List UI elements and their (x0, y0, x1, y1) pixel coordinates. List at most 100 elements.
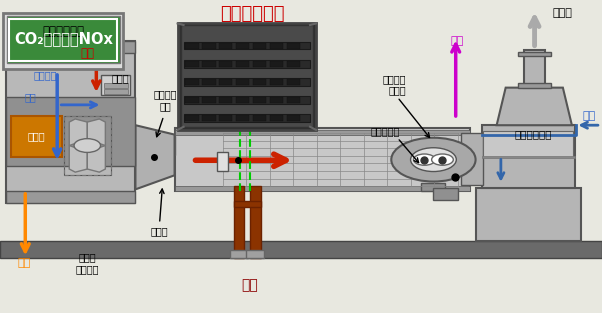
Bar (270, 61, 283, 67)
Bar (287, 79, 300, 85)
Bar (184, 78, 310, 86)
Bar (185, 43, 199, 49)
Text: ガスタービン: ガスタービン (42, 25, 84, 38)
Bar (270, 43, 283, 49)
Text: 給水: 給水 (583, 111, 596, 121)
Bar (202, 97, 216, 103)
Bar (287, 97, 300, 103)
Bar (236, 61, 249, 67)
Polygon shape (69, 146, 87, 172)
Bar (202, 43, 216, 49)
Bar (184, 96, 310, 104)
Bar (287, 115, 300, 121)
Bar (178, 23, 316, 130)
Bar (246, 250, 264, 258)
Bar (219, 43, 232, 49)
Text: 圧縮空気: 圧縮空気 (33, 70, 57, 80)
Bar (518, 83, 551, 88)
Bar (250, 186, 261, 258)
Bar (0, 241, 602, 258)
Text: 燃焼器: 燃焼器 (111, 73, 129, 83)
Bar (236, 79, 249, 85)
Bar (482, 125, 575, 188)
Bar (104, 83, 128, 88)
Text: 蔭気: 蔭気 (451, 36, 464, 46)
Bar (185, 61, 199, 67)
Bar (483, 131, 573, 156)
Text: 圧縮機
タービン: 圧縮機 タービン (75, 252, 99, 274)
Bar (236, 97, 249, 103)
Text: エア: エア (24, 92, 36, 102)
Bar (482, 156, 575, 158)
Text: タービン
排気: タービン 排気 (154, 89, 178, 111)
Bar (185, 97, 199, 103)
Text: 発電機: 発電機 (27, 131, 45, 141)
Bar (421, 183, 445, 191)
Bar (135, 136, 175, 155)
Bar (181, 25, 313, 127)
Bar (219, 97, 232, 103)
Bar (64, 116, 111, 175)
Bar (184, 60, 310, 68)
Bar (3, 13, 123, 69)
Bar (230, 250, 248, 258)
Polygon shape (69, 119, 87, 146)
Bar (270, 79, 283, 85)
Bar (234, 201, 261, 207)
Bar (184, 42, 310, 49)
Bar (253, 61, 266, 67)
Polygon shape (87, 146, 105, 172)
Bar (270, 97, 283, 103)
Bar (461, 133, 483, 185)
Bar (175, 186, 470, 191)
Bar (104, 89, 128, 94)
Bar (236, 115, 249, 121)
Bar (253, 79, 266, 85)
Bar (433, 188, 458, 200)
Text: 水素: 水素 (80, 47, 95, 60)
Text: エコノマイザ: エコノマイザ (514, 130, 551, 140)
Bar (175, 128, 470, 191)
Text: 追焪きバーナ: 追焪きバーナ (220, 5, 285, 23)
Bar (217, 152, 228, 171)
Circle shape (74, 139, 101, 152)
Bar (219, 115, 232, 121)
Polygon shape (87, 119, 105, 146)
Bar (185, 79, 199, 85)
Text: 排気筒: 排気筒 (150, 227, 169, 237)
Bar (518, 52, 551, 56)
Bar (253, 43, 266, 49)
Bar (287, 43, 300, 49)
Circle shape (411, 148, 456, 172)
Bar (234, 186, 244, 258)
Bar (287, 61, 300, 67)
Bar (184, 114, 310, 122)
Bar (236, 43, 249, 49)
Circle shape (432, 154, 453, 165)
Bar (219, 61, 232, 67)
Bar (6, 191, 135, 203)
Bar (6, 41, 135, 203)
Bar (524, 50, 545, 88)
Bar (64, 116, 111, 175)
Text: CO₂ゼロ・低NOx: CO₂ゼロ・低NOx (14, 32, 113, 47)
Bar (6, 41, 135, 53)
Text: 排ガス: 排ガス (553, 8, 573, 18)
Bar (6, 97, 135, 166)
Text: 電力: 電力 (17, 258, 31, 268)
Circle shape (391, 138, 476, 182)
Bar (185, 115, 199, 121)
Bar (101, 75, 130, 95)
Bar (202, 79, 216, 85)
Circle shape (414, 154, 435, 165)
Text: 汽水分離
ドラム: 汽水分離 ドラム (383, 74, 406, 95)
Bar (253, 115, 266, 121)
Bar (9, 19, 117, 61)
Bar (219, 79, 232, 85)
Bar (175, 130, 470, 135)
Text: 水素: 水素 (241, 278, 258, 292)
Polygon shape (497, 88, 572, 125)
Bar (270, 115, 283, 121)
Bar (202, 61, 216, 67)
Bar (253, 97, 266, 103)
